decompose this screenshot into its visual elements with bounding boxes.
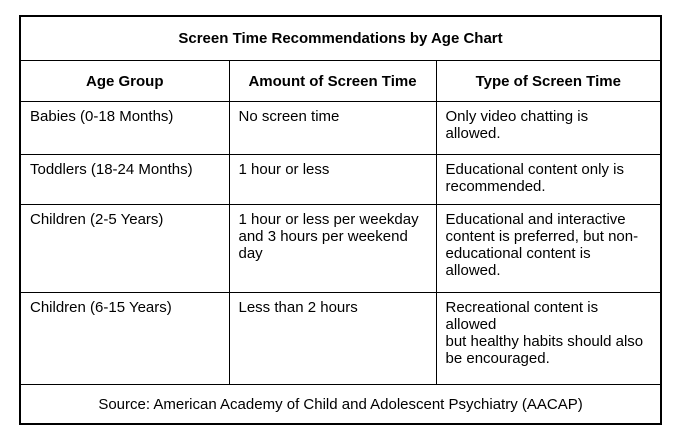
table-header-row: Age Group Amount of Screen Time Type of … bbox=[19, 60, 662, 102]
cell-age-group: Children (6-15 Years) bbox=[19, 292, 230, 385]
cell-type: Only video chatting is allowed. bbox=[435, 101, 662, 155]
column-header-type: Type of Screen Time bbox=[435, 60, 662, 102]
cell-type: Educational and interactive content is p… bbox=[435, 204, 662, 293]
table-source: Source: American Academy of Child and Ad… bbox=[19, 384, 662, 425]
table-title-row: Screen Time Recommendations by Age Chart bbox=[19, 15, 662, 61]
cell-amount: 1 hour or less per weekday and 3 hours p… bbox=[228, 204, 437, 293]
cell-age-group: Babies (0-18 Months) bbox=[19, 101, 230, 155]
cell-type: Recreational content is allowed but heal… bbox=[435, 292, 662, 385]
cell-amount: No screen time bbox=[228, 101, 437, 155]
screen-time-table: Screen Time Recommendations by Age Chart… bbox=[19, 15, 663, 425]
table-row-children-6-15: Children (6-15 Years) Less than 2 hours … bbox=[19, 292, 662, 385]
cell-amount: 1 hour or less bbox=[228, 154, 437, 205]
table-title: Screen Time Recommendations by Age Chart bbox=[19, 15, 662, 61]
cell-amount: Less than 2 hours bbox=[228, 292, 437, 385]
table-row-children-2-5: Children (2-5 Years) 1 hour or less per … bbox=[19, 204, 662, 293]
column-header-amount: Amount of Screen Time bbox=[228, 60, 437, 102]
cell-type: Educational content only is recommended. bbox=[435, 154, 662, 205]
table-row-babies: Babies (0-18 Months) No screen time Only… bbox=[19, 101, 662, 155]
table-row-toddlers: Toddlers (18-24 Months) 1 hour or less E… bbox=[19, 154, 662, 205]
table-source-row: Source: American Academy of Child and Ad… bbox=[19, 384, 662, 425]
cell-age-group: Toddlers (18-24 Months) bbox=[19, 154, 230, 205]
cell-age-group: Children (2-5 Years) bbox=[19, 204, 230, 293]
column-header-age-group: Age Group bbox=[19, 60, 230, 102]
